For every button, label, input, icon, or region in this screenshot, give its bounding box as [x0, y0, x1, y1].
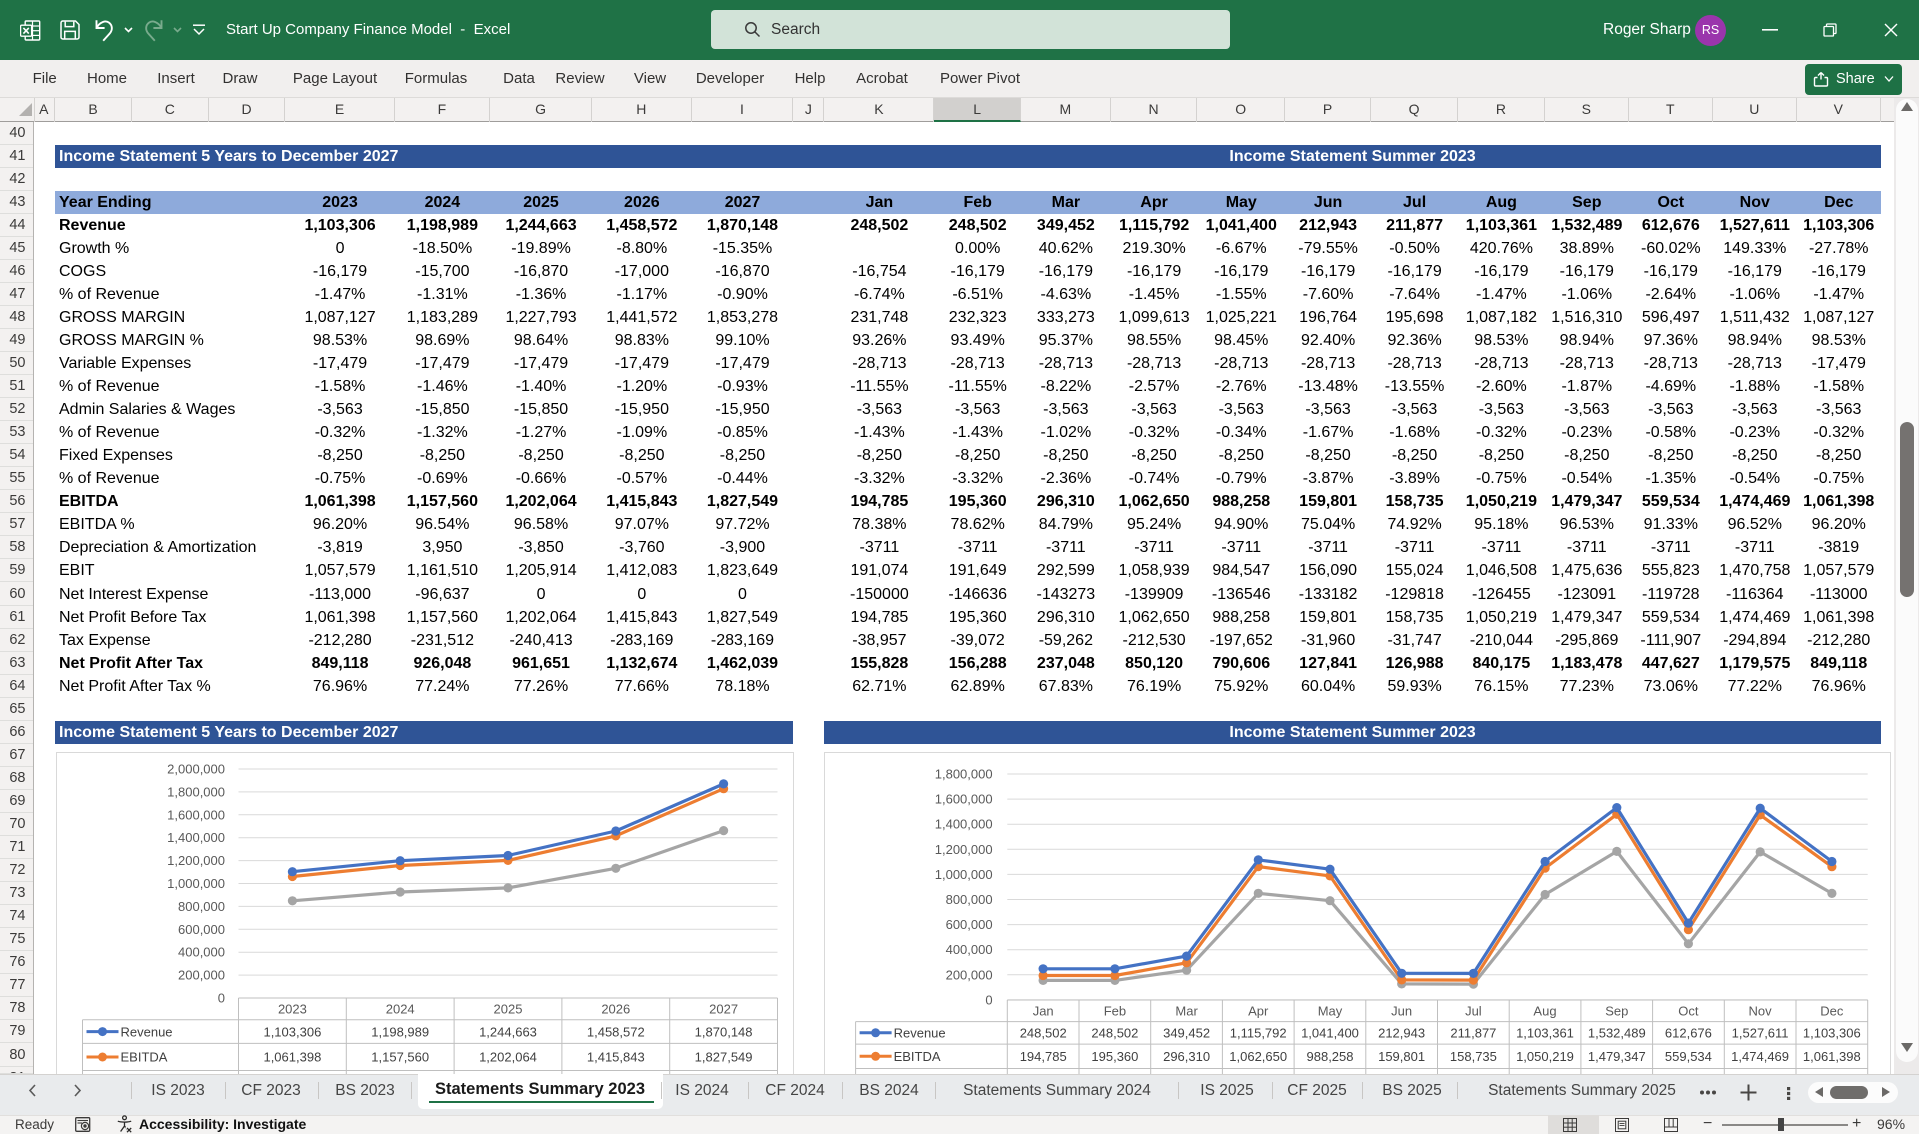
svg-text:158,735: 158,735 — [1450, 1049, 1497, 1064]
svg-text:195,360: 195,360 — [1092, 1049, 1139, 1064]
svg-text:Aug: Aug — [1534, 1004, 1557, 1019]
svg-text:1,600,000: 1,600,000 — [935, 792, 993, 807]
svg-text:1,202,064: 1,202,064 — [479, 1050, 537, 1065]
svg-text:1,527,611: 1,527,611 — [1732, 1026, 1789, 1041]
svg-text:Revenue: Revenue — [120, 1024, 172, 1039]
svg-text:1,415,843: 1,415,843 — [586, 1050, 644, 1065]
svg-text:2024: 2024 — [385, 1002, 414, 1017]
svg-text:349,452: 349,452 — [1163, 1026, 1210, 1041]
svg-text:1,532,489: 1,532,489 — [1588, 1026, 1646, 1041]
svg-text:988,258: 988,258 — [1307, 1049, 1354, 1064]
svg-text:EBITDA: EBITDA — [894, 1049, 941, 1064]
svg-text:2023: 2023 — [277, 1002, 306, 1017]
svg-text:200,000: 200,000 — [946, 967, 993, 982]
svg-text:1,041,400: 1,041,400 — [1301, 1026, 1359, 1041]
svg-text:559,534: 559,534 — [1665, 1049, 1712, 1064]
svg-text:Jan: Jan — [1033, 1004, 1054, 1019]
svg-text:Nov: Nov — [1749, 1004, 1773, 1019]
svg-text:600,000: 600,000 — [178, 922, 225, 937]
svg-text:400,000: 400,000 — [946, 942, 993, 957]
svg-text:May: May — [1318, 1004, 1343, 1019]
svg-text:1,827,549: 1,827,549 — [694, 1050, 752, 1065]
svg-text:1,115,792: 1,115,792 — [1230, 1026, 1287, 1041]
svg-text:1,000,000: 1,000,000 — [167, 876, 225, 891]
svg-text:Revenue: Revenue — [894, 1026, 946, 1041]
svg-text:1,800,000: 1,800,000 — [935, 767, 993, 782]
svg-text:248,502: 248,502 — [1092, 1026, 1139, 1041]
svg-text:2,000,000: 2,000,000 — [167, 762, 225, 777]
svg-text:1,244,663: 1,244,663 — [479, 1024, 537, 1039]
svg-text:0: 0 — [217, 991, 224, 1006]
svg-text:2025: 2025 — [493, 1002, 522, 1017]
svg-text:1,061,398: 1,061,398 — [1803, 1049, 1861, 1064]
svg-text:1,474,469: 1,474,469 — [1732, 1049, 1790, 1064]
svg-text:1,600,000: 1,600,000 — [167, 807, 225, 822]
svg-text:Jun: Jun — [1392, 1004, 1413, 1019]
svg-text:1,200,000: 1,200,000 — [935, 842, 993, 857]
svg-text:1,103,306: 1,103,306 — [263, 1024, 321, 1039]
svg-text:0: 0 — [986, 992, 993, 1007]
svg-text:Sep: Sep — [1606, 1004, 1629, 1019]
svg-text:1,479,347: 1,479,347 — [1588, 1049, 1646, 1064]
svg-text:1,800,000: 1,800,000 — [167, 784, 225, 799]
svg-text:296,310: 296,310 — [1163, 1049, 1210, 1064]
svg-text:Oct: Oct — [1679, 1004, 1700, 1019]
svg-text:211,877: 211,877 — [1451, 1026, 1497, 1041]
svg-text:1,198,989: 1,198,989 — [371, 1024, 429, 1039]
svg-text:1,050,219: 1,050,219 — [1516, 1049, 1574, 1064]
svg-text:800,000: 800,000 — [946, 892, 993, 907]
svg-text:248,502: 248,502 — [1020, 1026, 1067, 1041]
svg-text:1,062,650: 1,062,650 — [1230, 1049, 1288, 1064]
svg-text:1,200,000: 1,200,000 — [167, 853, 225, 868]
svg-text:200,000: 200,000 — [178, 968, 225, 983]
svg-text:Jul: Jul — [1465, 1004, 1482, 1019]
svg-text:Dec: Dec — [1821, 1004, 1845, 1019]
svg-text:400,000: 400,000 — [178, 945, 225, 960]
svg-text:Apr: Apr — [1248, 1004, 1269, 1019]
svg-text:2027: 2027 — [709, 1002, 738, 1017]
svg-text:1,458,572: 1,458,572 — [586, 1024, 644, 1039]
svg-text:1,103,361: 1,103,361 — [1516, 1026, 1574, 1041]
svg-text:Mar: Mar — [1176, 1004, 1199, 1019]
svg-text:600,000: 600,000 — [946, 917, 993, 932]
svg-text:1,400,000: 1,400,000 — [935, 817, 993, 832]
svg-text:1,157,560: 1,157,560 — [371, 1050, 429, 1065]
svg-text:800,000: 800,000 — [178, 899, 225, 914]
svg-text:1,103,306: 1,103,306 — [1803, 1026, 1861, 1041]
svg-text:1,400,000: 1,400,000 — [167, 830, 225, 845]
svg-text:1,061,398: 1,061,398 — [263, 1050, 321, 1065]
svg-text:2026: 2026 — [601, 1002, 630, 1017]
svg-text:1,870,148: 1,870,148 — [694, 1024, 752, 1039]
svg-text:Net Profit After Tax: Net Profit After Tax — [894, 1073, 1012, 1074]
svg-text:212,943: 212,943 — [1378, 1026, 1425, 1041]
svg-text:Feb: Feb — [1104, 1004, 1126, 1019]
svg-text:159,801: 159,801 — [1378, 1049, 1425, 1064]
svg-text:612,676: 612,676 — [1665, 1026, 1712, 1041]
svg-text:EBITDA: EBITDA — [120, 1050, 167, 1065]
svg-text:1,000,000: 1,000,000 — [935, 867, 993, 882]
svg-text:194,785: 194,785 — [1020, 1049, 1067, 1064]
